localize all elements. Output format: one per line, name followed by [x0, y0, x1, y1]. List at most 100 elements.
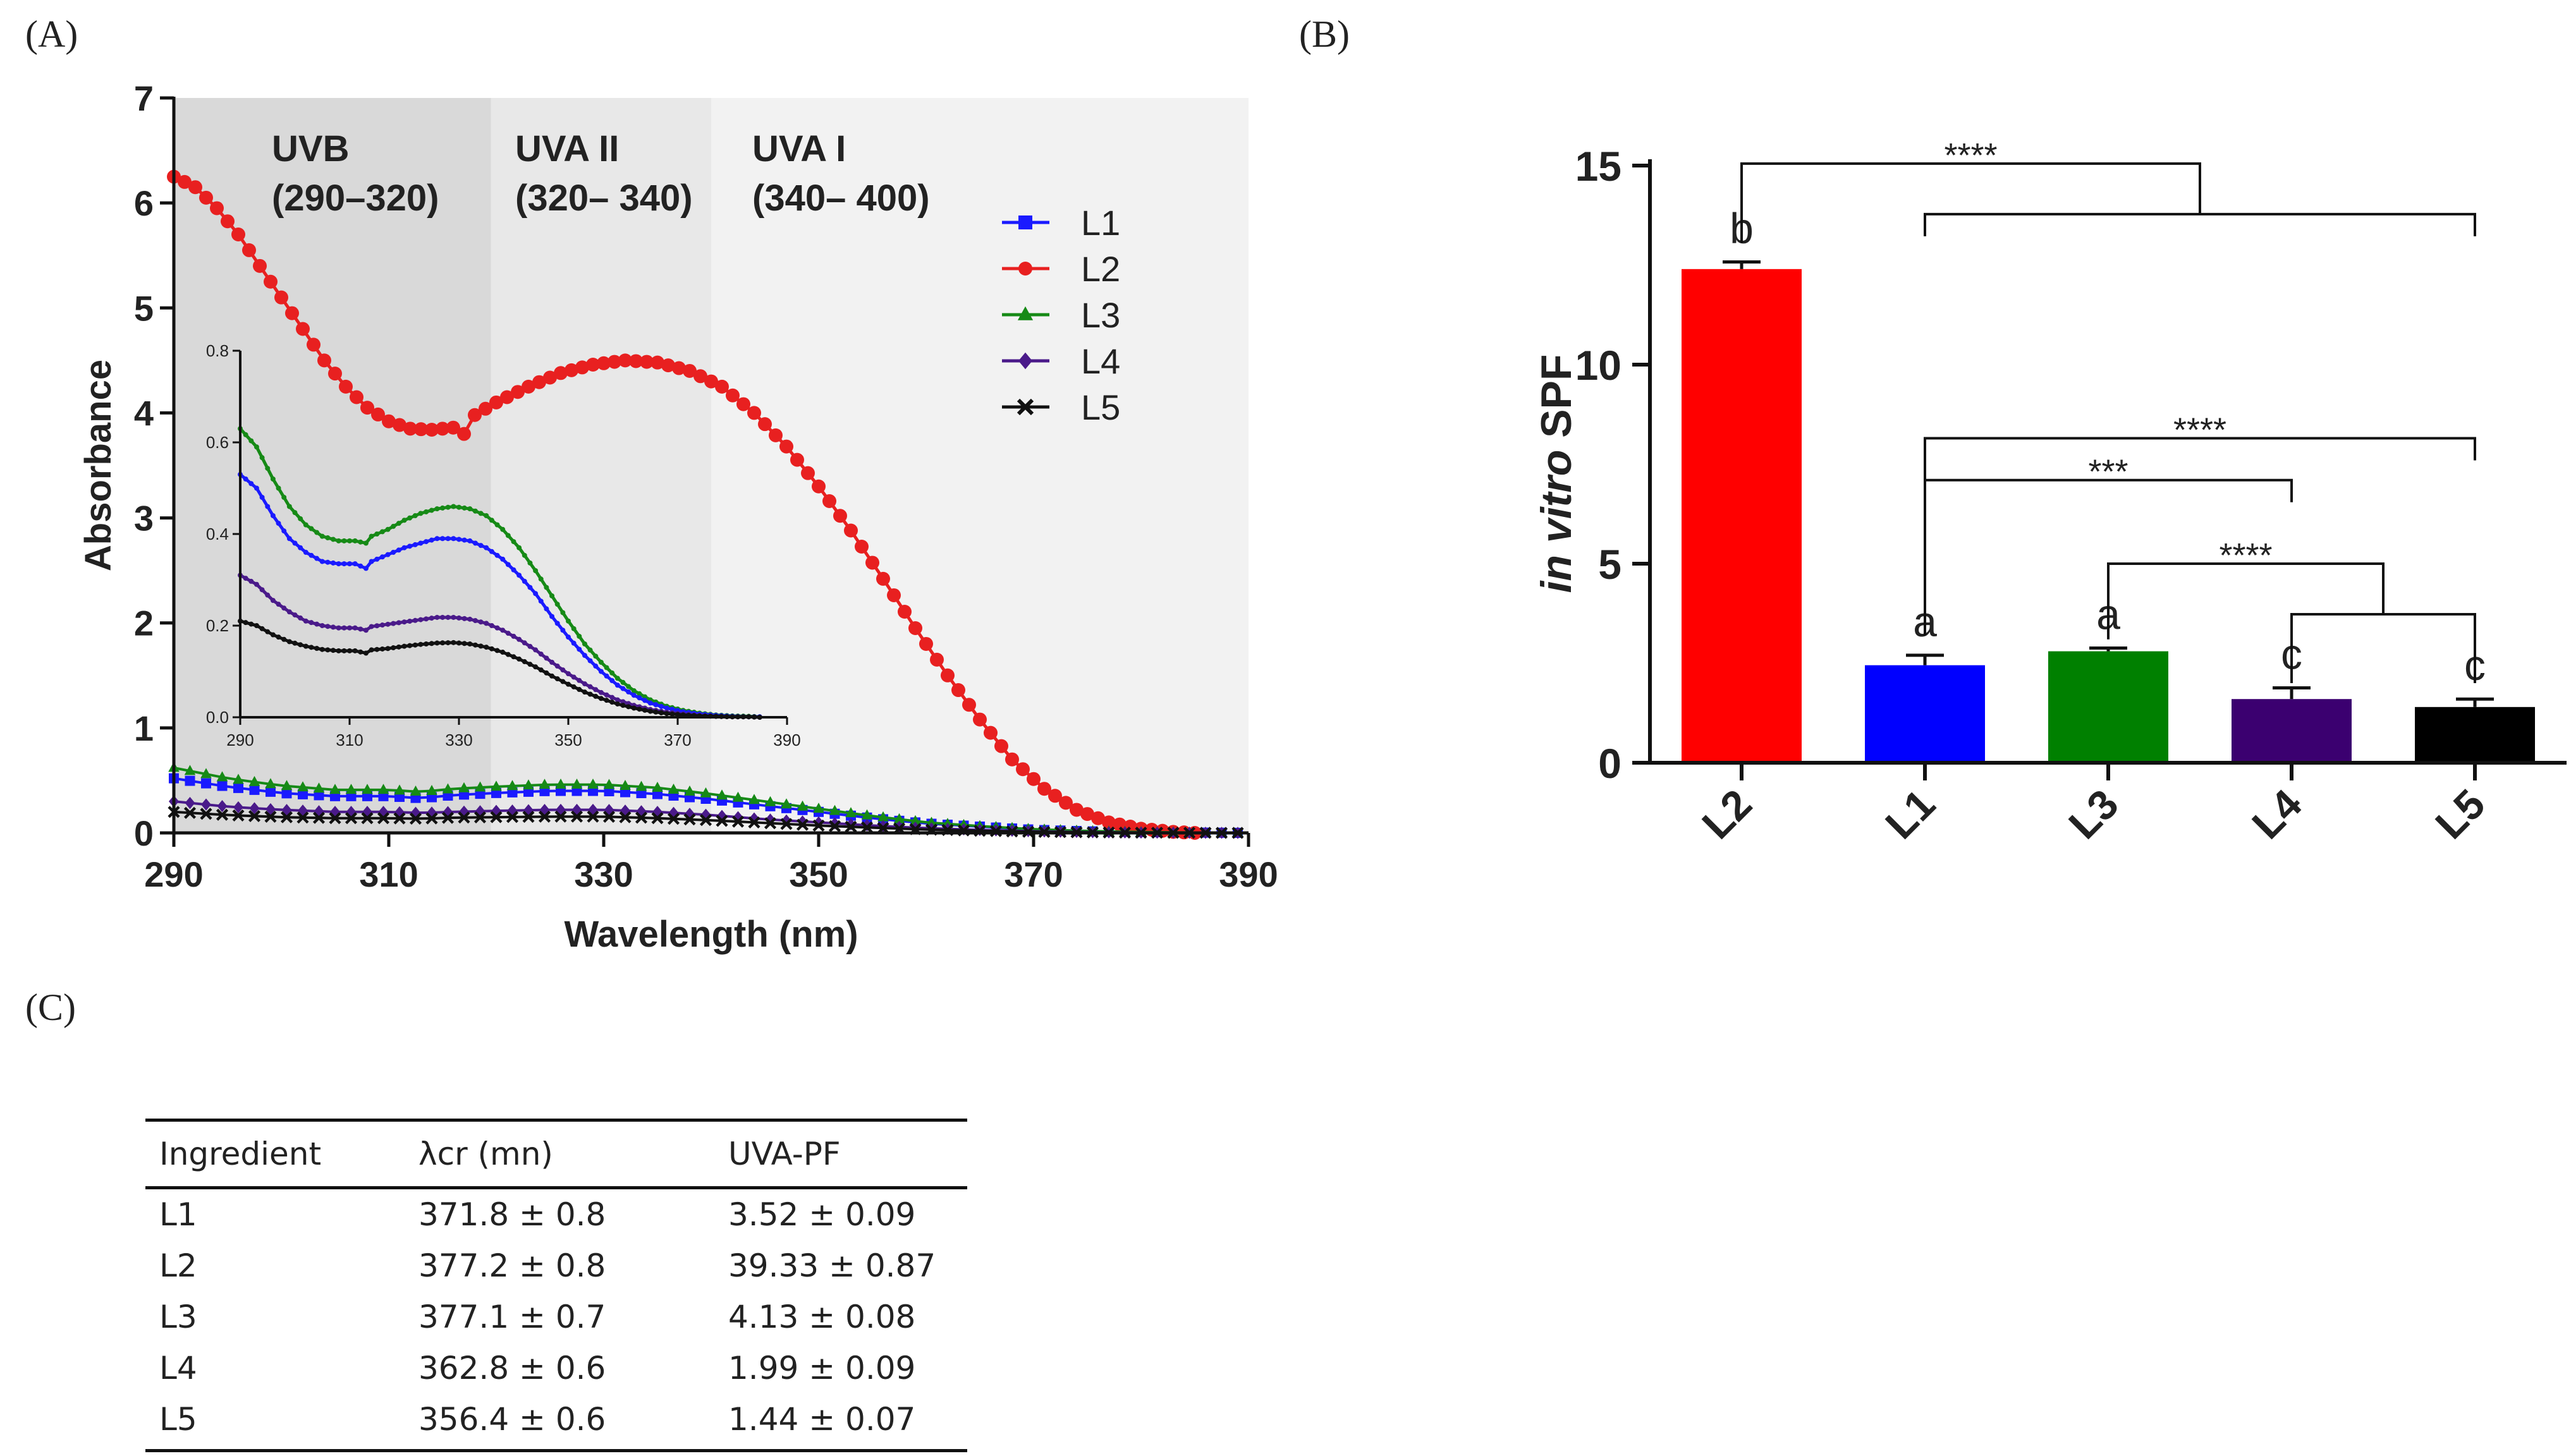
data-point	[1048, 789, 1062, 803]
x-tick-label: 310	[359, 854, 418, 894]
inset-data-point	[560, 628, 566, 633]
inset-data-point	[298, 642, 303, 648]
data-point	[274, 290, 288, 305]
inset-data-point	[669, 707, 675, 712]
inset-data-point	[614, 701, 620, 707]
inset-data-point	[544, 585, 549, 590]
data-point	[281, 788, 292, 799]
inset-data-point	[385, 646, 391, 652]
inset-data-point	[369, 533, 374, 539]
inset-data-point	[522, 659, 527, 665]
data-point	[201, 778, 211, 789]
inset-data-point	[292, 612, 298, 618]
data-point	[382, 414, 396, 428]
legend-marker	[1017, 398, 1034, 416]
data-point	[812, 479, 826, 494]
inset-data-point	[587, 684, 593, 689]
data-point	[217, 800, 228, 813]
inset-data-point	[319, 533, 325, 539]
inset-data-point	[598, 660, 604, 665]
data-point	[329, 784, 341, 794]
inset-data-point	[593, 693, 599, 699]
data-point	[603, 779, 615, 789]
inset-data-point	[489, 623, 494, 628]
data-point	[264, 810, 277, 823]
legend: L1 L2 L3 L4 L5	[1002, 203, 1120, 427]
table-row: L1 371.8 ± 0.8 3.52 ± 0.09	[145, 1188, 967, 1241]
inset-data-point	[461, 505, 467, 511]
inset-data-point	[631, 705, 637, 711]
inset-data-point	[347, 561, 352, 567]
data-point	[822, 494, 836, 508]
data-point	[797, 800, 809, 811]
x-tick-label: 290	[144, 854, 203, 894]
inset-data-point	[253, 485, 259, 491]
data-point	[410, 786, 422, 796]
data-point	[491, 780, 502, 791]
inset-x-tick-label: 390	[773, 731, 800, 749]
significance-label: ****	[2173, 411, 2226, 449]
inset-data-point	[516, 636, 522, 642]
data-point	[280, 811, 293, 823]
inset-data-point	[445, 536, 451, 542]
inset-data-point	[292, 510, 298, 516]
inset-data-point	[451, 614, 456, 620]
inset-data-point	[286, 609, 292, 615]
inset-data-point	[451, 504, 456, 509]
inset-data-point	[429, 641, 434, 646]
inset-data-point	[434, 614, 440, 620]
data-point	[200, 808, 212, 820]
data-point	[910, 815, 921, 825]
inset-data-point	[500, 650, 506, 655]
data-point	[184, 765, 196, 775]
inset-data-point	[336, 648, 341, 653]
data-point	[635, 811, 648, 824]
inset-data-point	[478, 543, 484, 549]
data-point	[989, 825, 1003, 837]
inset-data-point	[571, 684, 577, 689]
data-point	[619, 811, 632, 823]
inset-data-point	[331, 537, 336, 542]
inset-data-point	[566, 618, 571, 624]
data-point	[474, 781, 486, 792]
inset-data-point	[544, 606, 549, 612]
data-point	[506, 811, 519, 823]
data-point	[233, 782, 243, 793]
inset-data-point	[626, 684, 632, 689]
inset-data-point	[325, 535, 331, 541]
data-point-stroke	[731, 815, 745, 828]
inset-data-point	[626, 689, 632, 695]
data-point	[764, 817, 777, 830]
inset-data-point	[653, 702, 659, 708]
inset-data-point	[637, 707, 642, 712]
bracket-line	[2107, 562, 2385, 640]
inset-data-point	[527, 560, 533, 566]
data-point	[833, 509, 847, 523]
data-point	[650, 355, 664, 370]
data-point-stroke	[748, 816, 760, 828]
data-point	[442, 783, 454, 794]
bar-l2	[1682, 269, 1802, 763]
data-point	[781, 798, 792, 809]
data-point	[249, 802, 260, 815]
x-tick-label: L1	[1876, 780, 1944, 848]
inset-data-point	[554, 676, 560, 682]
inset-data-point	[347, 538, 352, 543]
inset-data-point	[522, 552, 527, 558]
inset-data-point	[358, 563, 363, 569]
data-point	[951, 683, 965, 698]
inset-data-point	[391, 645, 396, 651]
inset-data-point	[270, 513, 276, 518]
data-point	[360, 401, 374, 415]
data-point	[409, 812, 422, 825]
inset-data-point	[642, 694, 648, 700]
data-point	[249, 784, 260, 795]
inset-data-point	[331, 560, 336, 566]
inset-data-point	[467, 641, 473, 646]
inset-data-point	[522, 578, 527, 584]
data-point-stroke	[312, 811, 326, 824]
inset-data-point	[577, 633, 582, 639]
inset-data-point	[620, 699, 626, 705]
inset-data-point	[385, 552, 391, 557]
data-point	[446, 420, 460, 435]
